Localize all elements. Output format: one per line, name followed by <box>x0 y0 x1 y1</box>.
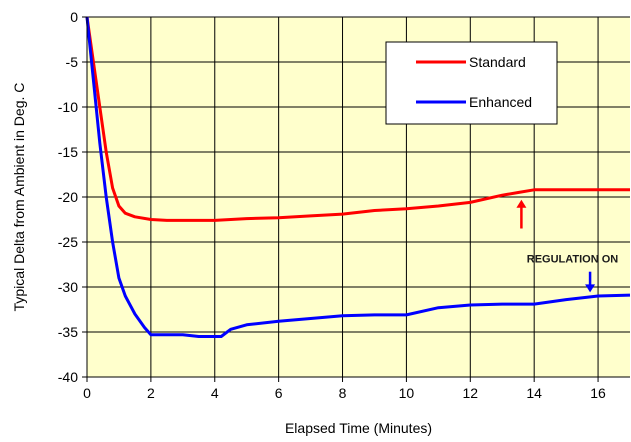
annotation-arrow-head <box>585 284 596 293</box>
tick-labels: 0 2 4 6 8 10 12 14 16 0 -5 -10 -15 -20 -25 -30 -35 -40 <box>58 9 606 401</box>
x-axis-title: Elapsed Time (Minutes) <box>285 420 432 436</box>
x-tick-label: 10 <box>399 385 415 401</box>
y-tick-label: -10 <box>58 99 78 115</box>
x-tick-label: 4 <box>211 385 219 401</box>
y-tick-label: -20 <box>58 189 78 205</box>
x-tick-label: 16 <box>590 385 606 401</box>
series-line-standard <box>85 16 630 222</box>
series-layer <box>85 16 631 338</box>
y-tick-label: -35 <box>58 324 78 340</box>
y-tick-label: -15 <box>58 144 78 160</box>
y-tick-label: -5 <box>66 54 79 70</box>
x-tick-label: 8 <box>339 385 347 401</box>
legend: Standard Enhanced <box>385 41 558 125</box>
legend-box <box>385 41 558 125</box>
annotation-arrow-head <box>516 199 527 208</box>
annotation-regulation-on: REGULATION ON <box>527 254 619 266</box>
y-axis-title: Typical Delta from Ambient in Deg. C <box>11 83 27 312</box>
x-tick-label: 2 <box>147 385 155 401</box>
legend-label-standard: Standard <box>469 54 526 70</box>
series-line-enhanced <box>85 16 631 338</box>
y-tick-label: -25 <box>58 234 78 250</box>
x-tick-label: 0 <box>83 385 91 401</box>
x-tick-label: 14 <box>526 385 542 401</box>
x-tick-label: 12 <box>463 385 479 401</box>
legend-label-enhanced: Enhanced <box>469 94 532 110</box>
axes <box>86 17 630 378</box>
annotations-layer: REGULATION ON <box>516 199 619 293</box>
y-tick-label: -40 <box>58 369 78 385</box>
y-tick-label: 0 <box>70 9 78 25</box>
x-tick-label: 6 <box>275 385 283 401</box>
y-tick-label: -30 <box>58 279 78 295</box>
